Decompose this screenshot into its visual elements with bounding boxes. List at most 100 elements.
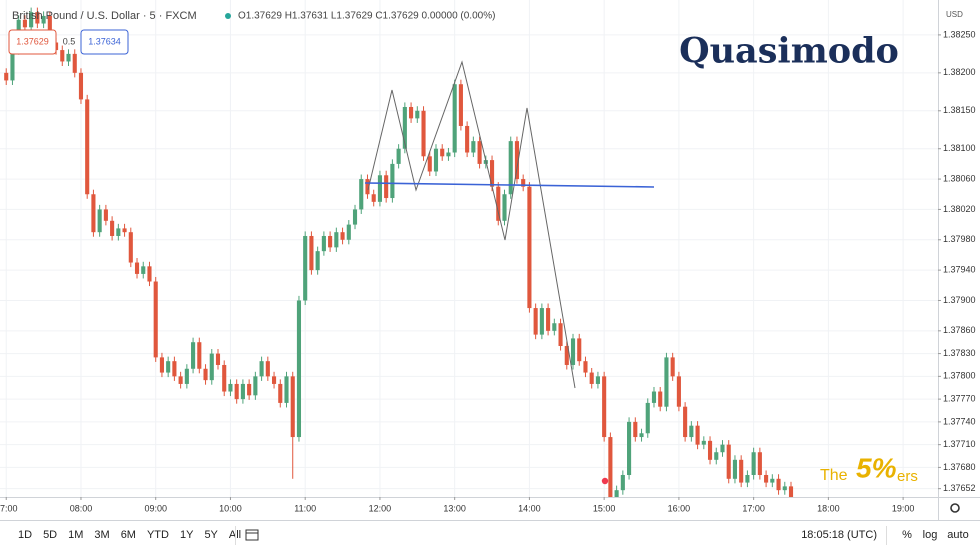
candle-body (745, 474, 750, 483)
candle-body (788, 486, 794, 497)
range-button[interactable]: 1Y (180, 529, 194, 541)
candle-body (365, 179, 370, 195)
drawings (364, 60, 655, 485)
candle-body (415, 110, 420, 119)
candle-body (66, 53, 71, 62)
y-tick-label: 1.37680 (943, 462, 976, 472)
ohlc-legend: O1.37629 H1.37631 L1.37629 C1.37629 0.00… (238, 11, 495, 22)
calendar-icon[interactable] (245, 529, 259, 541)
currency: USD (946, 10, 963, 19)
candle-body (78, 72, 84, 100)
candle-body (215, 353, 221, 365)
candle-body (676, 376, 681, 407)
y-tick-label: 1.37770 (943, 393, 976, 403)
candle-body (402, 106, 407, 149)
range-button[interactable]: 3M (94, 529, 109, 541)
candle-body (384, 175, 389, 199)
y-tick-label: 1.38150 (943, 105, 976, 115)
candle-body (683, 406, 688, 438)
candle-body (707, 440, 713, 460)
y-tick-label: 1.37980 (943, 234, 976, 244)
marker (601, 477, 609, 485)
candle-body (222, 364, 227, 392)
x-tick-label: 18:00 (817, 503, 840, 513)
candle-body (645, 402, 650, 434)
candle-body (309, 235, 314, 271)
candle-body (458, 84, 463, 126)
buy-badge[interactable] (80, 29, 129, 55)
candle-body (546, 308, 551, 331)
candle-body (85, 99, 90, 195)
scale-button[interactable]: auto (947, 529, 968, 541)
y-tick-label: 1.37860 (943, 325, 976, 335)
candle-body (91, 194, 96, 233)
candle-body (465, 125, 470, 153)
candle-body (558, 323, 563, 347)
candle-body (477, 141, 482, 164)
candle-body (321, 235, 326, 252)
y-tick-label: 1.37830 (943, 348, 976, 358)
candle-body (153, 281, 158, 358)
candle-body (147, 266, 152, 282)
candle-body (739, 459, 744, 483)
x-tick-label: 19:00 (892, 503, 915, 513)
watermark: Quasimodo (679, 31, 899, 72)
candle-body (60, 50, 65, 62)
sell-price[interactable]: 1.37629 (16, 36, 49, 46)
candle-body (29, 12, 34, 28)
sell-badge[interactable] (8, 29, 57, 55)
candle-body (633, 421, 638, 438)
candle-body (627, 421, 632, 475)
candle-body (452, 84, 457, 153)
zigzag (367, 60, 576, 389)
settings-icon[interactable] (950, 503, 960, 513)
candle-body (695, 425, 700, 445)
candle-body (234, 383, 239, 400)
candle-body (72, 53, 77, 73)
candle-body (191, 342, 196, 369)
candle-body (539, 308, 544, 335)
logo-5: 5% (856, 452, 897, 483)
range-button[interactable]: 1M (68, 529, 83, 541)
range-button[interactable]: 1D (18, 529, 32, 541)
scale-button[interactable]: % (902, 529, 912, 541)
candle-body (583, 361, 588, 373)
candle-body (714, 452, 719, 460)
range-button[interactable]: 5Y (204, 529, 218, 541)
candle-body (726, 444, 731, 479)
scale-button[interactable]: log (923, 529, 938, 541)
candle-body (651, 391, 657, 403)
candle-body (159, 357, 164, 373)
candle-body (346, 224, 351, 240)
candle-body (271, 376, 277, 384)
candle-body (340, 232, 345, 240)
candle-body (184, 368, 189, 384)
calendar-body[interactable] (245, 529, 259, 541)
candle-body (278, 383, 283, 403)
y-tick-label: 1.37652 (943, 483, 976, 493)
range-button[interactable]: YTD (147, 529, 169, 541)
candle-body (328, 235, 333, 248)
buy-price[interactable]: 1.37634 (88, 36, 121, 46)
candle-body (533, 308, 538, 335)
candle-body (352, 209, 358, 225)
candle-body (440, 148, 445, 157)
range-button[interactable]: 6M (121, 529, 136, 541)
candle-body (35, 12, 40, 24)
candle-body (172, 361, 177, 377)
candle-body (377, 175, 382, 202)
candle-body (334, 232, 339, 248)
y-tick-label: 1.38020 (943, 204, 976, 214)
candle-body (670, 357, 675, 377)
logo-the: The (820, 467, 848, 484)
candle-body (614, 490, 619, 497)
candle-body (720, 444, 725, 453)
y-tick-label: 1.38060 (943, 173, 976, 183)
gear[interactable] (950, 503, 960, 513)
candle-body (595, 376, 600, 384)
candle-body (471, 141, 476, 153)
x-tick-label: 17:00 (742, 503, 765, 513)
candle-body (782, 486, 787, 491)
range-button[interactable]: 5D (43, 529, 57, 541)
